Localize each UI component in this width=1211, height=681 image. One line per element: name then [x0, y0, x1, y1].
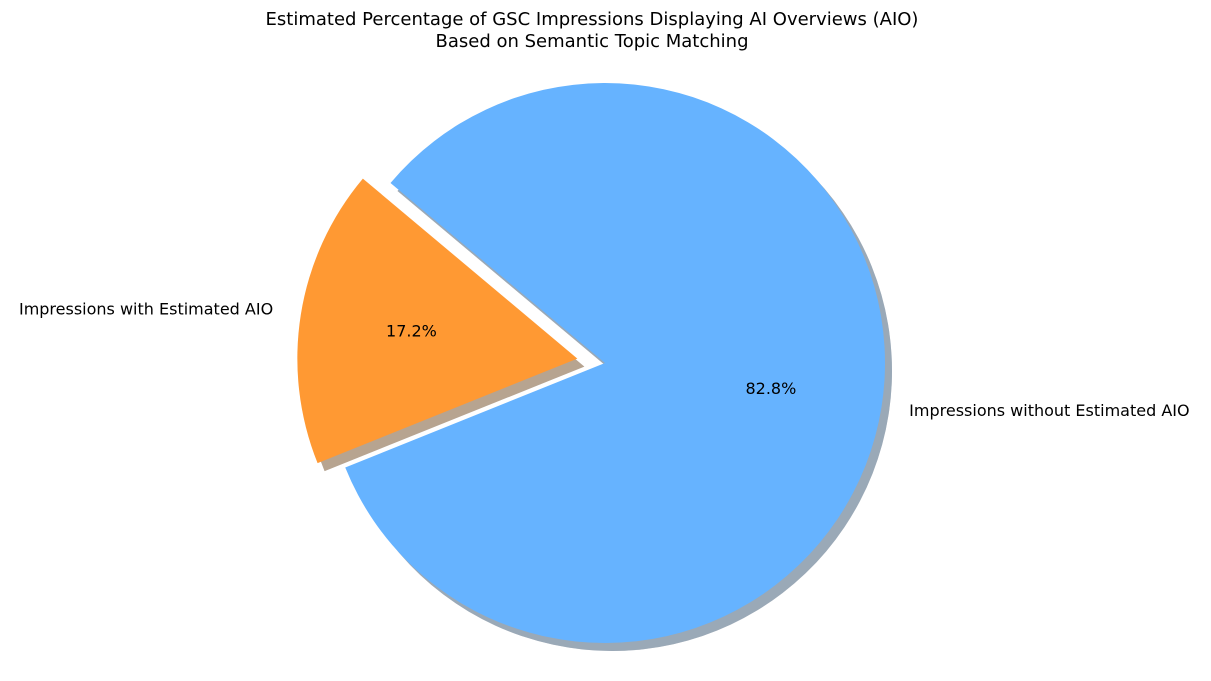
chart-subtitle: Based on Semantic Topic Matching: [435, 31, 748, 52]
slice-label: Impressions with Estimated AIO: [19, 300, 273, 319]
pie-slice: [297, 178, 578, 464]
slice-label: Impressions without Estimated AIO: [909, 401, 1189, 420]
value-label: 82.8%: [745, 379, 796, 398]
pie-slice: [345, 83, 885, 644]
value-label: 17.2%: [386, 322, 437, 341]
chart-title: Estimated Percentage of GSC Impressions …: [266, 9, 919, 30]
